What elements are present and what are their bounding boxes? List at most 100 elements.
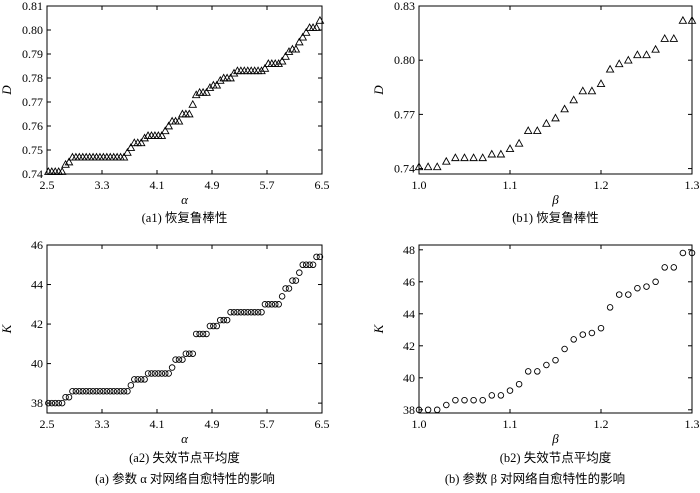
- data-point-circle: [606, 304, 614, 311]
- data-point-triangle: [487, 149, 497, 158]
- data-point-triangle: [560, 104, 569, 113]
- data-point-circle: [292, 277, 300, 284]
- data-point-circle: [148, 370, 155, 377]
- data-point-circle: [625, 291, 632, 298]
- x-tick-label: 1.1: [503, 417, 518, 431]
- y-tick-label: 40: [403, 371, 415, 385]
- data-point-circle: [309, 261, 317, 269]
- data-point-triangle: [660, 33, 670, 42]
- y-tick-label: 44: [31, 278, 43, 292]
- data-point-triangle: [57, 167, 67, 175]
- data-point-circle: [179, 356, 186, 363]
- data-point-circle: [415, 406, 423, 414]
- data-point-circle: [131, 376, 138, 383]
- y-tick-label: 0.74: [394, 162, 415, 176]
- panel-caption: (b2) 失效节点平均度: [500, 450, 612, 465]
- data-point-triangle: [284, 47, 294, 55]
- data-point-circle: [216, 316, 224, 324]
- data-point-circle: [151, 370, 159, 377]
- data-point-circle: [534, 368, 541, 375]
- data-point-circle: [461, 396, 468, 404]
- x-tick-label: 1.1: [503, 178, 518, 192]
- data-point-triangle: [469, 153, 478, 162]
- data-point-triangle: [260, 63, 270, 72]
- data-point-circle: [48, 399, 56, 407]
- x-tick-label: 1.2: [594, 417, 609, 431]
- data-point-circle: [289, 277, 296, 284]
- y-tick-label: 0.78: [22, 71, 43, 85]
- data-point-triangle: [441, 156, 451, 165]
- data-point-circle: [237, 308, 245, 316]
- data-point-circle: [652, 278, 659, 286]
- y-tick-label: 0.76: [22, 119, 43, 133]
- y-tick-label: 0.75: [22, 143, 43, 157]
- data-point-triangle: [188, 99, 198, 108]
- data-point-circle: [552, 356, 559, 364]
- data-point-triangle: [587, 86, 597, 95]
- data-point-triangle: [451, 153, 460, 162]
- data-point-triangle: [277, 56, 287, 65]
- data-point-triangle: [496, 149, 506, 158]
- data-point-circle: [254, 308, 262, 316]
- data-point-triangle: [157, 131, 167, 139]
- y-axis-label: D: [371, 85, 386, 96]
- x-tick-label: 4.1: [150, 178, 165, 192]
- data-point-circle: [265, 301, 272, 308]
- plot-frame: [46, 244, 323, 414]
- data-point-circle: [52, 399, 59, 407]
- x-tick-label: 5.7: [260, 178, 275, 192]
- x-tick-label: 3.3: [95, 178, 110, 192]
- data-point-circle: [189, 350, 196, 357]
- data-point-circle: [106, 388, 114, 395]
- data-point-triangle: [687, 15, 697, 24]
- x-tick-label: 2.5: [40, 417, 55, 431]
- data-point-circle: [275, 301, 282, 308]
- data-point-triangle: [642, 50, 651, 59]
- data-point-circle: [203, 330, 210, 338]
- x-tick-label: 1.0: [412, 417, 427, 431]
- data-point-circle: [141, 376, 148, 383]
- data-point-circle: [227, 308, 234, 316]
- y-tick-label: 42: [31, 317, 43, 331]
- plot-frame: [418, 5, 693, 175]
- data-point-circle: [65, 393, 73, 401]
- x-axis-label: α: [181, 431, 189, 446]
- data-point-circle: [69, 388, 76, 395]
- data-point-triangle: [281, 51, 290, 60]
- data-point-triangle: [164, 121, 174, 130]
- data-point-circle: [488, 392, 496, 399]
- data-point-circle: [144, 370, 152, 377]
- data-point-circle: [615, 291, 623, 298]
- data-point-circle: [570, 336, 577, 343]
- data-point-triangle: [229, 68, 239, 77]
- data-point-circle: [282, 285, 289, 292]
- group-caption-left: (a) 参数 α 对网络自愈特性的影响: [95, 472, 275, 486]
- data-point-triangle: [312, 23, 321, 31]
- data-point-circle: [192, 330, 200, 338]
- data-point-circle: [158, 370, 166, 377]
- data-point-triangle: [160, 126, 170, 135]
- data-point-triangle: [64, 157, 74, 166]
- data-point-circle: [424, 406, 432, 414]
- data-point-circle: [588, 329, 596, 337]
- data-point-triangle: [257, 66, 266, 75]
- data-point-circle: [186, 350, 193, 357]
- panel-caption: (a2) 失效节点平均度: [129, 450, 240, 465]
- y-tick-label: 38: [403, 403, 415, 417]
- data-point-circle: [55, 399, 62, 407]
- data-point-triangle: [61, 159, 70, 168]
- data-point-triangle: [432, 162, 442, 171]
- data-point-triangle: [205, 83, 215, 91]
- data-point-circle: [306, 261, 313, 269]
- data-point-circle: [272, 301, 279, 308]
- data-point-circle: [302, 261, 310, 269]
- data-point-triangle: [212, 80, 222, 89]
- data-point-circle: [515, 380, 523, 388]
- data-point-triangle: [551, 113, 560, 122]
- data-point-circle: [220, 316, 227, 324]
- data-point-circle: [561, 345, 568, 353]
- data-point-triangle: [126, 143, 136, 151]
- y-tick-label: 48: [403, 243, 415, 257]
- data-point-circle: [196, 330, 203, 338]
